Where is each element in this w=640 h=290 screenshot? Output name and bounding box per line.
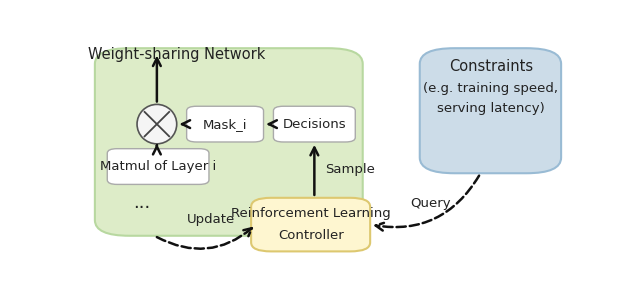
- FancyBboxPatch shape: [251, 198, 370, 251]
- Text: serving latency): serving latency): [437, 102, 545, 115]
- Text: Mask_i: Mask_i: [203, 118, 247, 130]
- Text: Matmul of Layer i: Matmul of Layer i: [100, 160, 216, 173]
- Text: ...: ...: [133, 194, 150, 212]
- Text: Update: Update: [187, 213, 235, 226]
- Text: Query: Query: [410, 197, 451, 210]
- Text: (e.g. training speed,: (e.g. training speed,: [423, 82, 558, 95]
- FancyBboxPatch shape: [273, 106, 355, 142]
- Text: Weight-sharing Network: Weight-sharing Network: [88, 47, 266, 62]
- FancyBboxPatch shape: [95, 48, 363, 236]
- Text: Constraints: Constraints: [449, 59, 532, 74]
- Text: Controller: Controller: [278, 229, 344, 242]
- FancyBboxPatch shape: [108, 149, 209, 184]
- FancyBboxPatch shape: [420, 48, 561, 173]
- Ellipse shape: [137, 104, 177, 144]
- Text: Decisions: Decisions: [282, 118, 346, 130]
- FancyBboxPatch shape: [187, 106, 264, 142]
- Text: Sample: Sample: [326, 163, 376, 176]
- Text: Reinforcement Learning: Reinforcement Learning: [231, 207, 390, 220]
